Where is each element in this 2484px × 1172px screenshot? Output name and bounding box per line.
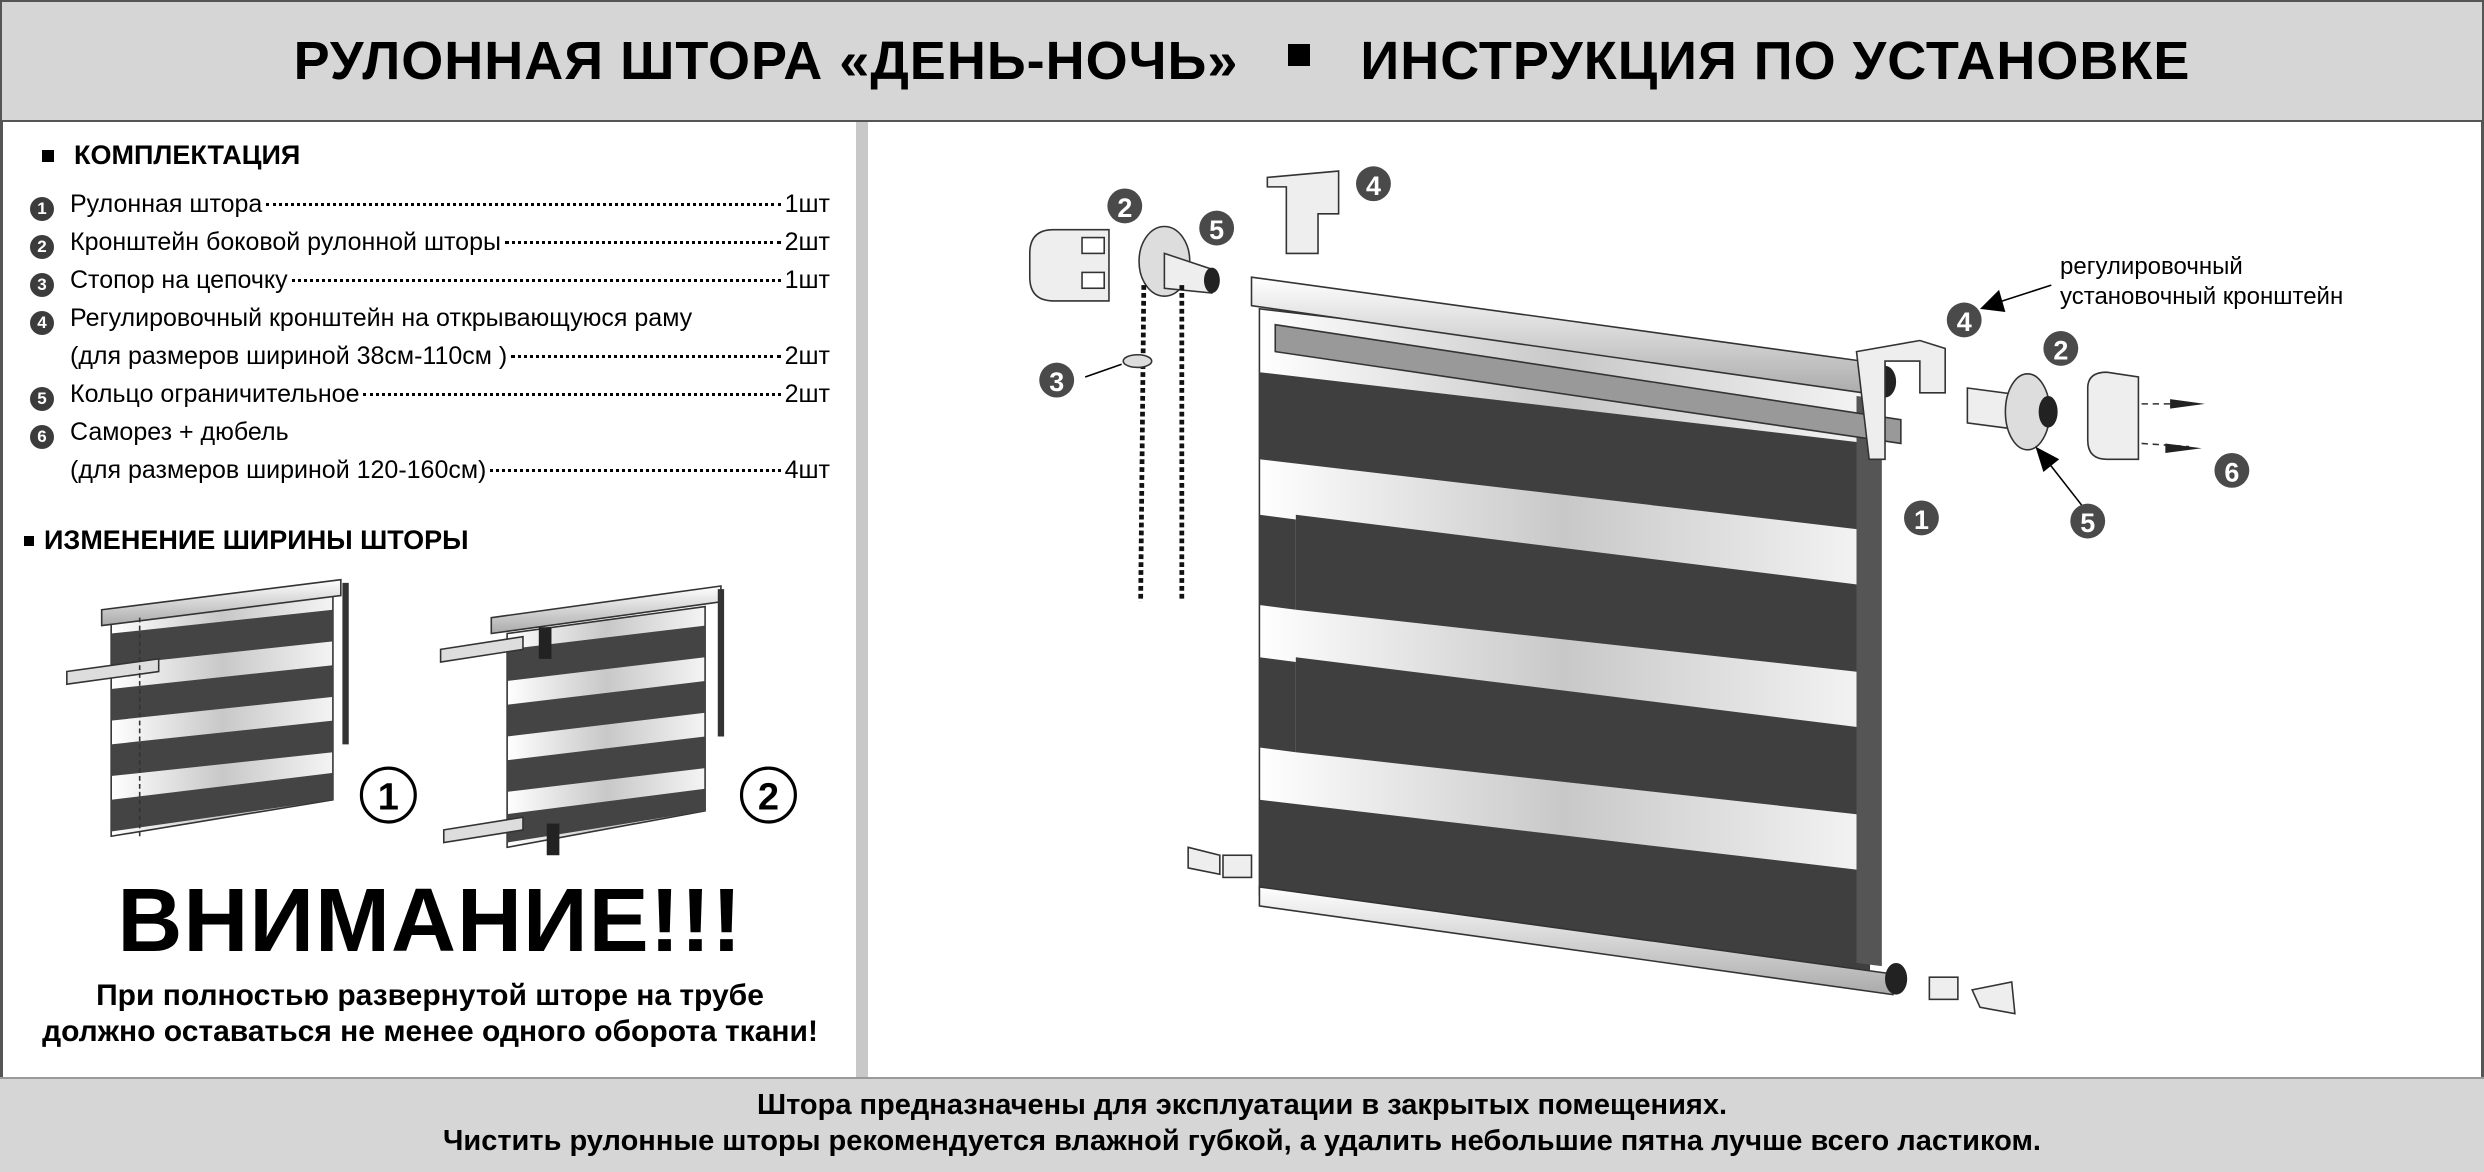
svg-text:1: 1 [378,776,399,818]
title-bar: РУЛОННАЯ ШТОРА «ДЕНЬ-НОЧЬ» ИНСТРУКЦИЯ ПО… [0,0,2484,122]
item-name: Стопор на цепочку [70,266,288,294]
list-item: 6 Саморез + дюбель [30,413,830,451]
attention-line-1: При полностью развернутой шторе на трубе [96,979,764,1012]
badge-2-icon: 2 [1107,188,1143,224]
width-change-diagram-2 [439,585,725,856]
adjustable-bracket-top [1266,170,1340,255]
dot-leader [511,355,781,358]
item-name: Саморез + дюбель [70,418,289,446]
bullet-icon [42,149,54,162]
number-badge-icon: 6 [30,425,54,449]
roller-blind [1250,276,1908,996]
badge-5-icon: 5 [1199,210,1235,246]
side-bracket-left [1028,225,1220,302]
step-2-badge: 2 [739,766,797,824]
chain [1084,285,1185,602]
attention-title: ВНИМАНИЕ!!! [117,871,743,971]
svg-text:4: 4 [1957,307,1972,337]
adjustable-bracket-right [1855,339,1946,461]
number-badge-icon: 1 [30,197,54,221]
badge-5-icon: 5 [2070,503,2106,539]
badge-1-icon: 1 [1904,500,1939,536]
title-product: РУЛОННАЯ ШТОРА «ДЕНЬ-НОЧЬ» [293,31,1239,91]
list-item-sub: (для размеров шириной 120-160см) 4шт [30,451,830,489]
svg-text:1: 1 [1914,505,1929,535]
number-badge-icon: 2 [30,235,54,259]
svg-text:2: 2 [758,776,779,818]
number-badge-icon: 3 [30,273,54,297]
width-change-diagram-1 [66,578,349,838]
list-item: 4 Регулировочный кронштейн на открывающую… [30,299,830,337]
kit-list: 1 Рулонная штора 1шт 2 Кронштейн боковой ру… [30,185,830,489]
item-qty: 2шт [784,380,830,408]
svg-text:3: 3 [1049,367,1064,397]
item-qty: 1шт [784,190,830,218]
badge-6-icon: 6 [2214,452,2250,488]
part-badges: 2 5 4 3 4 2 1 5 6 [1039,166,2250,539]
dot-leader [291,279,781,282]
bracket-callout: регулировочный установочный кронштейн [2060,252,2343,312]
callout-arrows [1980,284,2084,508]
callout-line-1: регулировочный [2060,253,2243,280]
footer-line-2: Чистить рулонные шторы рекомендуется вла… [443,1125,2041,1157]
footer: Штора предназначены для эксплуатации в з… [0,1077,2484,1172]
item-qty: 2шт [784,342,830,370]
badge-4-icon: 4 [1946,302,1982,338]
number-badge-icon: 5 [30,387,54,411]
attention-line-2: должно оставаться не менее одного оборот… [42,1015,818,1048]
dot-leader [490,469,781,472]
list-item: 2 Кронштейн боковой рулонной шторы 2шт [30,223,830,261]
badge-2-icon: 2 [2043,331,2079,366]
number-badge-icon: 4 [30,311,54,335]
kit-heading: КОМПЛЕКТАЦИЯ [42,140,300,171]
item-name: Кольцо ограничительное [70,380,360,408]
svg-text:2: 2 [1117,193,1132,223]
callout-line-2: установочный кронштейн [2060,283,2344,310]
bullet-icon [24,535,34,546]
svg-text:6: 6 [2224,457,2239,487]
dot-leader [504,241,781,244]
side-bracket-right [1966,371,2205,461]
list-item: 3 Стопор на цепочку 1шт [30,261,830,299]
title-instructions: ИНСТРУКЦИЯ ПО УСТАНОВКЕ [1360,31,2191,91]
item-name: Рулонная штора [70,190,263,218]
frame-right [2481,122,2484,1077]
attention-text: При полностью развернутой шторе на трубе… [0,978,860,1050]
step-1-badge: 1 [359,766,417,824]
svg-text:4: 4 [1366,171,1381,201]
item-qty: 1шт [784,266,830,294]
list-item: 5 Кольцо ограничительное 2шт [30,375,830,413]
item-name: Регулировочный кронштейн на открывающуюс… [70,304,693,332]
item-qty: 2шт [784,228,830,256]
panel-divider [856,122,868,1077]
item-sub: (для размеров шириной 38см-110см ) [70,342,508,370]
badge-4-icon: 4 [1356,166,1391,202]
item-sub: (для размеров шириной 120-160см) [70,456,487,484]
end-caps [1187,846,2016,1015]
width-change-heading: ИЗМЕНЕНИЕ ШИРИНЫ ШТОРЫ [24,525,469,556]
svg-text:5: 5 [1209,215,1224,245]
kit-heading-text: КОМПЛЕКТАЦИЯ [74,140,301,170]
separator-square [1288,44,1311,66]
svg-text:5: 5 [2080,508,2095,538]
item-qty: 4шт [784,456,830,484]
dot-leader [363,393,781,396]
width-change-heading-text: ИЗМЕНЕНИЕ ШИРИНЫ ШТОРЫ [44,525,469,555]
dot-leader [266,203,781,206]
svg-text:2: 2 [2053,336,2068,366]
footer-line-1: Штора предназначены для эксплуатации в з… [756,1089,1728,1121]
list-item-sub: (для размеров шириной 38см-110см ) 2шт [30,337,830,375]
list-item: 1 Рулонная штора 1шт [30,185,830,223]
item-name: Кронштейн боковой рулонной шторы [70,228,501,256]
badge-3-icon: 3 [1039,362,1075,398]
frame-left [0,122,3,1077]
